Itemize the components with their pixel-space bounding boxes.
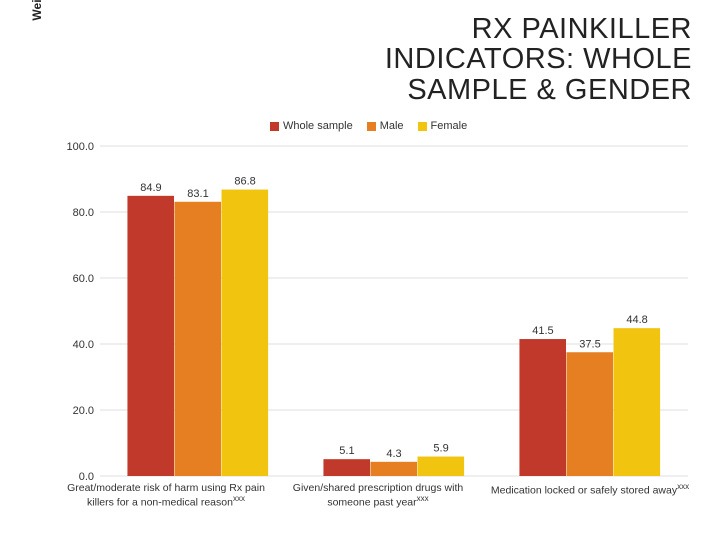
legend-item-whole: Whole sample — [270, 120, 353, 132]
svg-text:86.8: 86.8 — [234, 176, 255, 188]
svg-text:4.3: 4.3 — [386, 448, 401, 460]
svg-text:5.9: 5.9 — [433, 443, 448, 455]
legend-label-female: Female — [431, 120, 468, 132]
title-line3: SAMPLE & GENDER — [212, 75, 692, 105]
category-labels: Great/moderate risk of harm using Rx pai… — [60, 482, 696, 528]
title-line1: RX PAINKILLER — [212, 14, 692, 44]
legend-label-male: Male — [380, 120, 404, 132]
bar-chart: 0.0 20.0 40.0 60.0 80.0 100.0 84.9 83.1 86.8 5.1 4… — [60, 140, 696, 480]
svg-text:100.0: 100.0 — [66, 141, 94, 153]
category-label-1-sup: xxx — [417, 494, 429, 503]
legend-swatch-female — [418, 122, 427, 131]
category-label-2-sup: xxx — [677, 482, 689, 491]
category-label-2-text: Medication locked or safely stored away — [491, 485, 677, 497]
legend-item-female: Female — [418, 120, 468, 132]
svg-text:60.0: 60.0 — [73, 273, 94, 285]
category-label-0-sup: xxx — [233, 494, 245, 503]
svg-text:40.0: 40.0 — [73, 339, 94, 351]
y-axis-label: Weighted Percent — [30, 0, 50, 140]
svg-text:41.5: 41.5 — [532, 325, 553, 337]
legend-swatch-male — [367, 122, 376, 131]
legend-label-whole: Whole sample — [283, 120, 353, 132]
category-label-2: Medication locked or safely stored awayx… — [484, 482, 696, 528]
chart-plot-area: 0.0 20.0 40.0 60.0 80.0 100.0 84.9 83.1 86.8 5.1 4… — [60, 140, 696, 480]
svg-text:20.0: 20.0 — [73, 405, 94, 417]
svg-text:5.1: 5.1 — [339, 445, 354, 457]
legend-item-male: Male — [367, 120, 404, 132]
chart-title: RX PAINKILLER INDICATORS: WHOLE SAMPLE &… — [212, 14, 692, 105]
legend-swatch-whole — [270, 122, 279, 131]
svg-text:80.0: 80.0 — [73, 207, 94, 219]
svg-text:37.5: 37.5 — [579, 338, 600, 350]
category-label-1-text: Given/shared prescription drugs with som… — [293, 482, 463, 509]
title-line2: INDICATORS: WHOLE — [212, 44, 692, 74]
svg-text:83.1: 83.1 — [187, 188, 208, 200]
svg-text:44.8: 44.8 — [626, 314, 647, 326]
category-label-0: Great/moderate risk of harm using Rx pai… — [60, 482, 272, 528]
category-label-1: Given/shared prescription drugs with som… — [272, 482, 484, 528]
svg-text:84.9: 84.9 — [140, 182, 161, 194]
svg-text:0.0: 0.0 — [79, 471, 94, 480]
legend: Whole sample Male Female — [270, 120, 467, 132]
